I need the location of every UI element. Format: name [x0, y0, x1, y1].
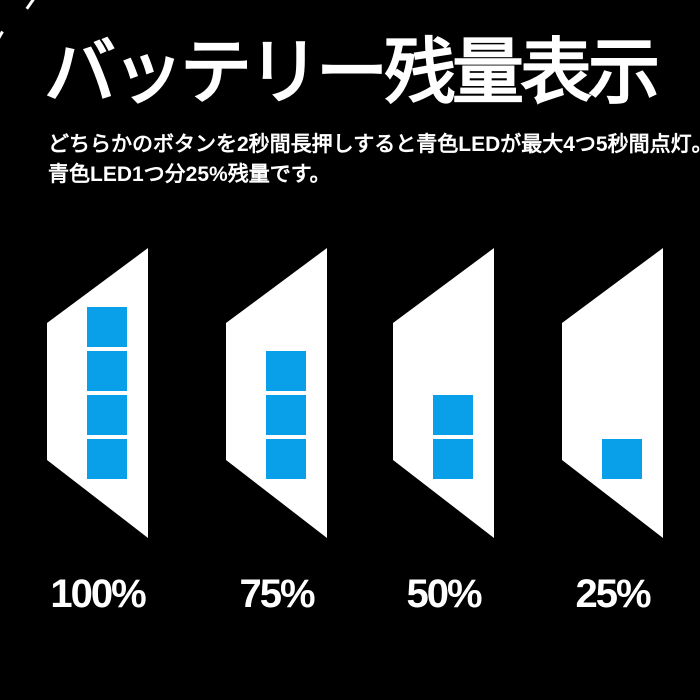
battery-body-icon [393, 248, 494, 538]
led-cell [87, 439, 127, 479]
led-cell [87, 395, 127, 435]
led-cell [266, 395, 306, 435]
battery-body-icon [226, 248, 327, 538]
led-cell [602, 439, 642, 479]
led-cell [433, 395, 473, 435]
battery-body-shape [226, 248, 327, 538]
battery-percent-label: 50% [406, 572, 482, 616]
battery-indicator-75: 75% [226, 248, 327, 668]
subtitle-line-2: 青色LED1つ分25%残量です。 [48, 163, 331, 186]
battery-body-shape [47, 248, 148, 538]
battery-indicator-50: 50% [393, 248, 494, 668]
battery-indicator-25: 25% [562, 248, 663, 668]
subtitle: どちらかのボタンを2秒間長押しすると青色LEDが最大4つ5秒間点灯。 青色LED… [48, 130, 700, 190]
led-cell [87, 351, 127, 391]
led-cell [87, 307, 127, 347]
battery-percent-label: 100% [50, 572, 146, 616]
battery-body-icon [47, 248, 148, 538]
battery-body-shape [393, 248, 494, 538]
led-cell [433, 439, 473, 479]
page-title: バッテリー残量表示 [44, 33, 660, 113]
subtitle-line-1: どちらかのボタンを2秒間長押しすると青色LEDが最大4つ5秒間点灯。 [48, 133, 700, 156]
battery-percent-label: 25% [575, 572, 651, 616]
battery-percent-label: 75% [239, 572, 315, 616]
led-cell [266, 351, 306, 391]
battery-body-icon [562, 248, 663, 538]
battery-indicator-100: 100% [47, 248, 148, 668]
battery-body-shape [562, 248, 663, 538]
led-cell [266, 439, 306, 479]
